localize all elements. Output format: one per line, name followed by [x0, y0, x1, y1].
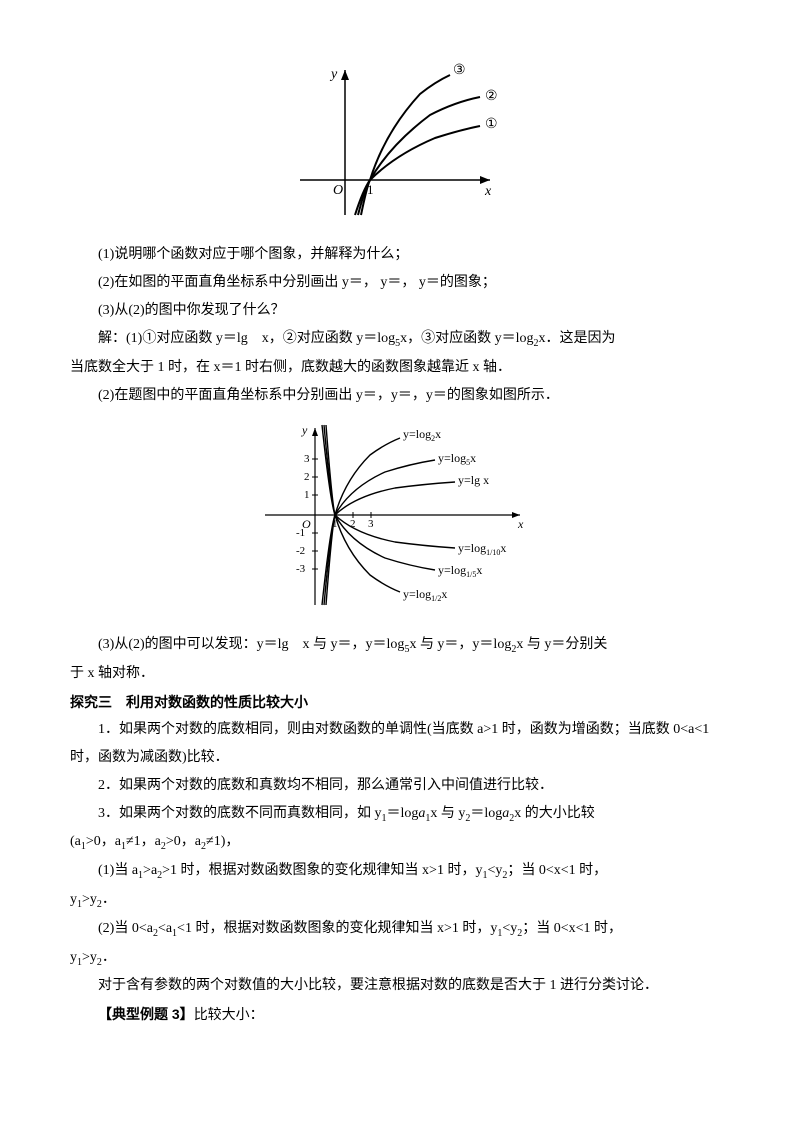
case-2-line1: (2)当 0<a2<a1<1 时，根据对数函数图象的变化规律知当 x>1 时，y…: [70, 915, 730, 944]
chart1-label-3: ③: [453, 63, 466, 78]
example-3: 【典型例题 3】比较大小：: [70, 1000, 730, 1030]
chart2-ytick-n2: -2: [296, 545, 305, 557]
chart1-svg: O x y 1 ① ② ③: [295, 60, 505, 220]
case-2-line2: y1>y2．: [70, 944, 730, 973]
chart2-label-log1_10: y=log1/10x: [458, 541, 506, 557]
page: O x y 1 ① ② ③ (1)说明哪个函数对应于哪个图象，并解释为什么； (…: [0, 0, 800, 1132]
chart1-x-label: x: [484, 184, 492, 199]
chart2-label-log1_5: y=log1/5x: [438, 563, 482, 579]
bullet-3-line1: 3．如果两个对数的底数不同而真数相同，如 y1＝loga1x 与 y2＝loga…: [70, 800, 730, 829]
paragraph-q2: (2)在如图的平面直角坐标系中分别画出 y＝， y＝， y＝的图象；: [70, 269, 730, 297]
chart2-label-log1_2: y=log1/2x: [403, 587, 447, 603]
paragraph-q1: (1)说明哪个函数对应于哪个图象，并解释为什么；: [70, 241, 730, 269]
solution-2: (2)在题图中的平面直角坐标系中分别画出 y＝，y＝，y＝的图象如图所示．: [70, 382, 730, 410]
chart2-y-label: y: [301, 423, 308, 437]
chart1-label-1: ①: [485, 117, 498, 132]
chart2-ytick-n1: -1: [296, 527, 305, 539]
chart1-label-2: ②: [485, 89, 498, 104]
chart2-label-log5: y=log5x: [438, 451, 476, 467]
solution-3-line2: 于 x 轴对称．: [70, 660, 730, 688]
bullet-2: 2．如果两个对数的底数和真数均不相同，那么通常引入中间值进行比较．: [70, 772, 730, 800]
chart2-x-label: x: [517, 517, 524, 531]
bullet-3-line2: (a1>0，a1≠1，a2>0，a2≠1)，: [70, 828, 730, 857]
chart2-container: O x y 1 2 3 -1 -2 -3 1 2 3: [70, 420, 730, 621]
chart2-ytick-2: 2: [304, 471, 310, 483]
chart2-xtick-3: 3: [368, 518, 374, 530]
chart2-label-log2: y=log2x: [403, 427, 441, 443]
bullet-1: 1．如果两个对数的底数相同，则由对数函数的单调性(当底数 a>1 时，函数为增函…: [70, 716, 730, 772]
section-heading: 探究三 利用对数函数的性质比较大小: [70, 688, 730, 716]
chart1-y-label: y: [329, 67, 338, 82]
example-label: 【典型例题 3】: [98, 1006, 194, 1022]
chart2-svg: O x y 1 2 3 -1 -2 -3 1 2 3: [260, 420, 540, 610]
chart1-origin: O: [333, 183, 343, 198]
case-1-line1: (1)当 a1>a2>1 时，根据对数函数图象的变化规律知当 x>1 时，y1<…: [70, 857, 730, 886]
case-1-line2: y1>y2．: [70, 886, 730, 915]
chart1-container: O x y 1 ① ② ③: [70, 60, 730, 231]
chart2-label-lg: y=lg x: [458, 473, 489, 487]
solution-1-line2: 当底数全大于 1 时，在 x＝1 时右侧，底数越大的函数图象越靠近 x 轴．: [70, 354, 730, 382]
closing-remark: 对于含有参数的两个对数值的大小比较，要注意根据对数的底数是否大于 1 进行分类讨…: [70, 972, 730, 1000]
chart2-ytick-1: 1: [304, 489, 310, 501]
solution-1-line1: 解：(1)①对应函数 y＝lg x，②对应函数 y＝log5x，③对应函数 y＝…: [70, 325, 730, 354]
chart2-ytick-3: 3: [304, 453, 310, 465]
solution-3-line1: (3)从(2)的图中可以发现：y＝lg x 与 y＝，y＝log5x 与 y＝，…: [70, 631, 730, 660]
paragraph-q3: (3)从(2)的图中你发现了什么？: [70, 297, 730, 325]
chart2-ytick-n3: -3: [296, 563, 306, 575]
